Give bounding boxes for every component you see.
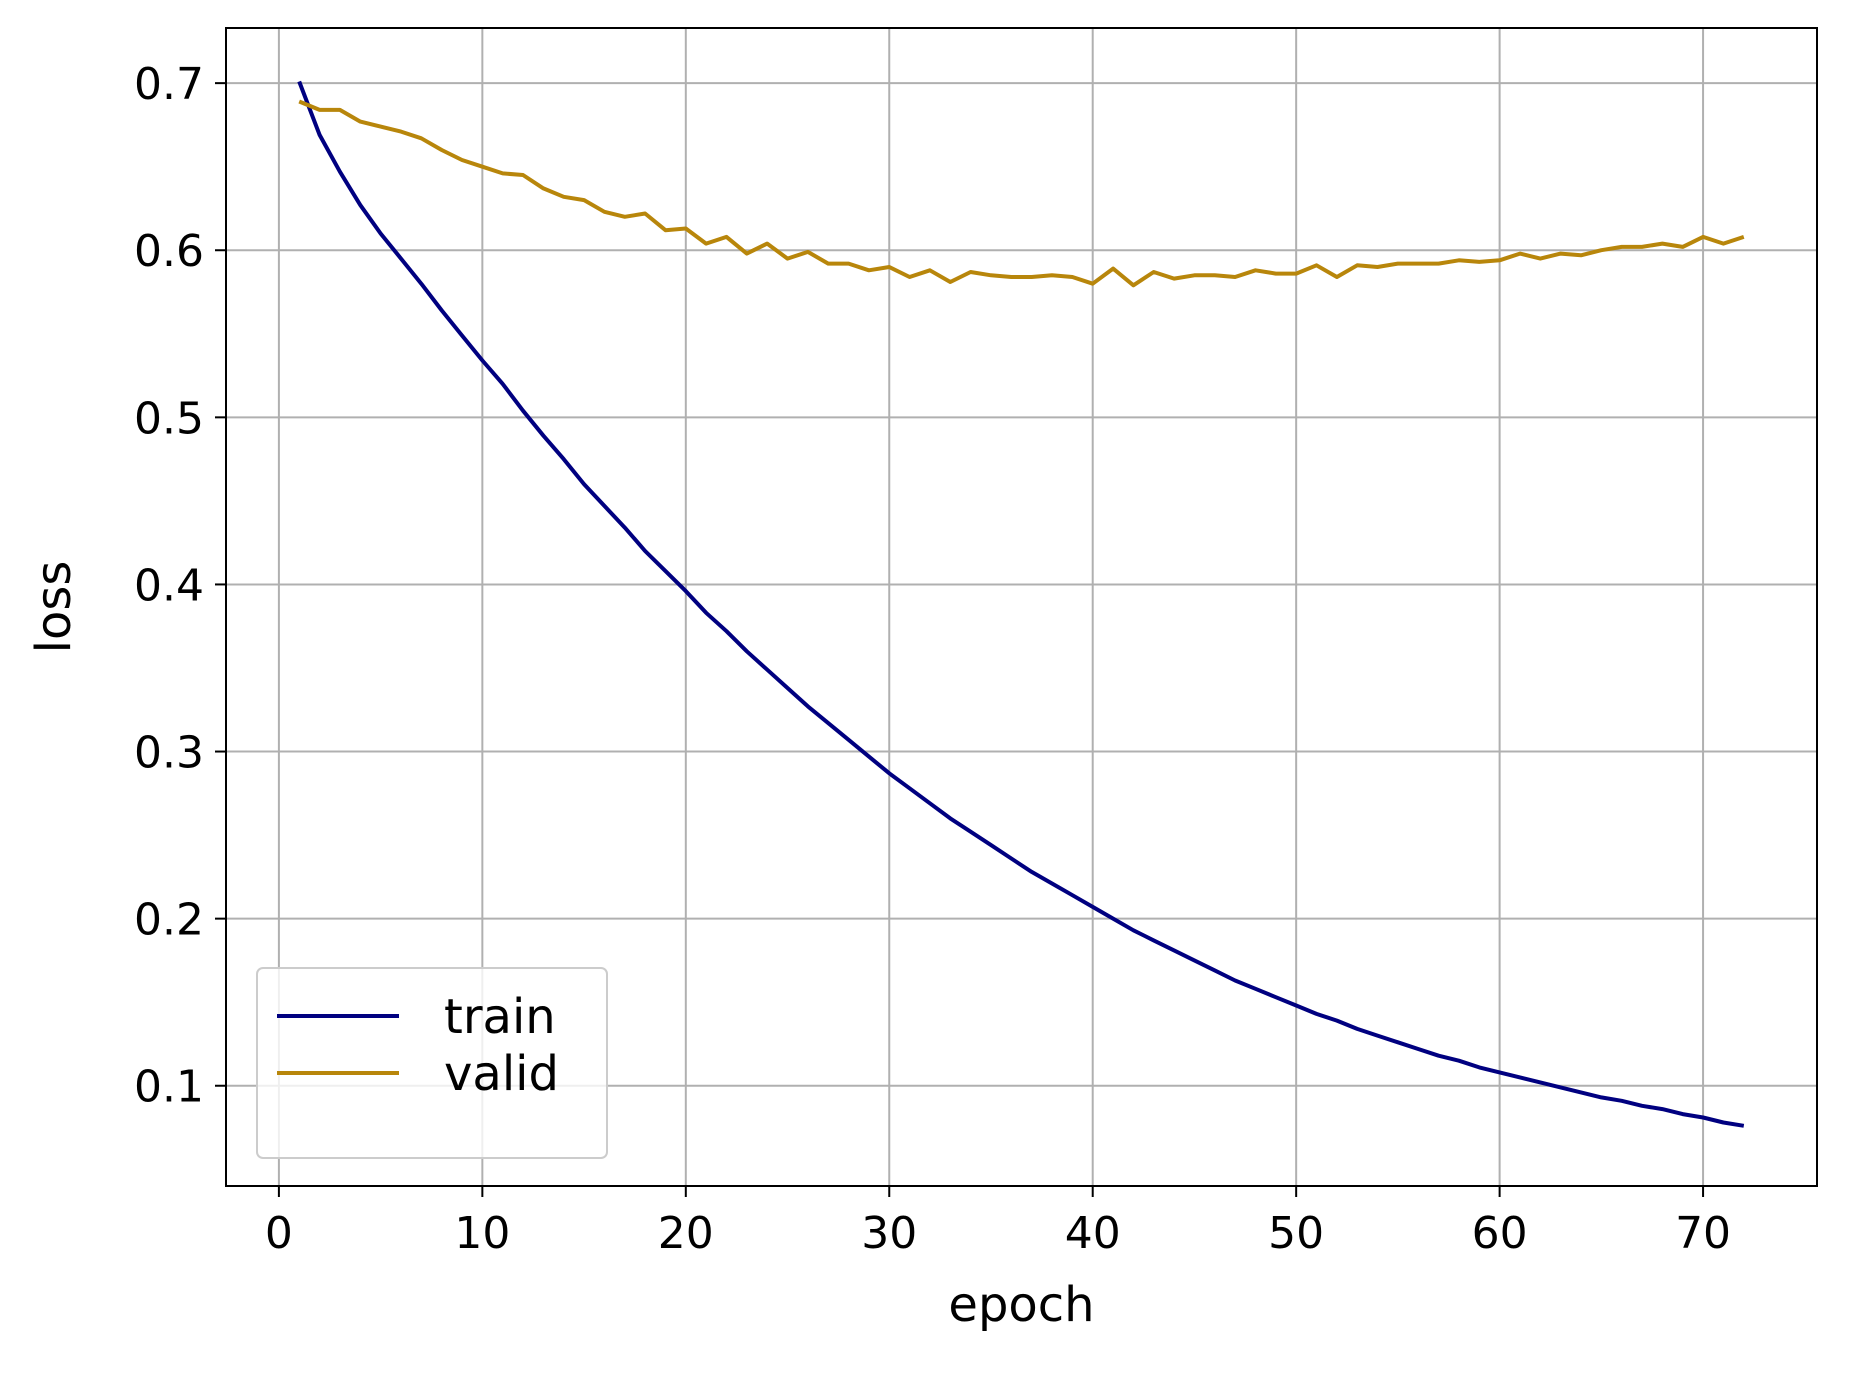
- y-tick-label: 0.1: [134, 1062, 204, 1113]
- x-tick-label: 10: [454, 1208, 510, 1259]
- x-axis-label: epoch: [948, 1277, 1094, 1333]
- x-tick-label: 70: [1675, 1208, 1731, 1259]
- plot-frame: [225, 27, 1818, 1187]
- x-tick-label: 40: [1065, 1208, 1121, 1259]
- y-tick-label: 0.5: [134, 393, 204, 444]
- y-axis-label: loss: [26, 561, 82, 654]
- legend: train valid: [256, 967, 608, 1159]
- series-line-train: [297, 80, 1745, 1128]
- y-tick-label: 0.3: [134, 728, 204, 779]
- x-tick-label: 20: [658, 1208, 714, 1259]
- x-tick-label: 50: [1268, 1208, 1324, 1259]
- series-line-valid: [298, 99, 1745, 288]
- x-tick-label: 0: [265, 1208, 293, 1259]
- axis-ticks: 0 10 20 30 40 50 60 70 0.1 0.2 0.3 0.4 0.5 0.6 0.7: [134, 59, 1731, 1259]
- legend-label-valid: valid: [444, 1046, 559, 1102]
- legend-label-train: train: [444, 989, 556, 1045]
- y-tick-label: 0.4: [134, 560, 204, 611]
- x-tick-label: 60: [1472, 1208, 1528, 1259]
- series-lines: [297, 80, 1745, 1128]
- y-tick-label: 0.2: [134, 895, 204, 946]
- y-tick-label: 0.6: [134, 226, 204, 277]
- x-tick-label: 30: [861, 1208, 917, 1259]
- y-tick-label: 0.7: [134, 59, 204, 110]
